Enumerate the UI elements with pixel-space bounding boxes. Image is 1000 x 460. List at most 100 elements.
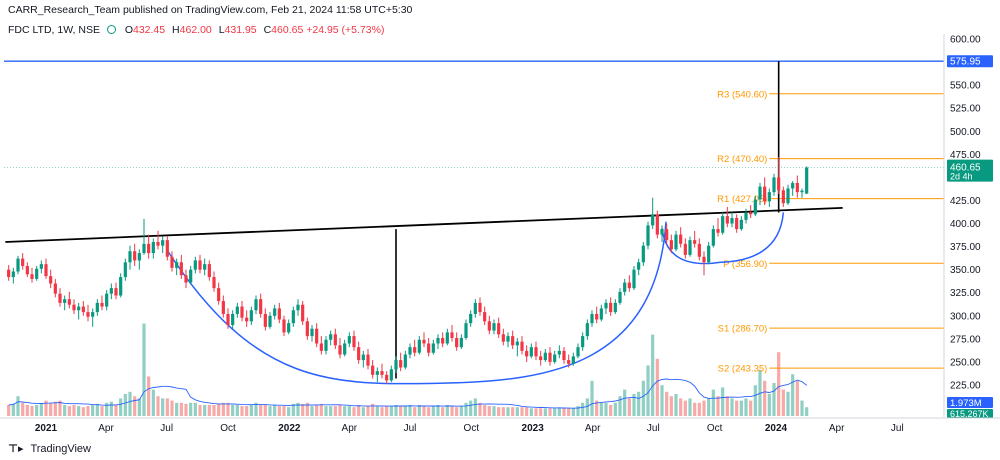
volume-bar xyxy=(114,405,118,416)
volume-bar xyxy=(478,402,482,416)
volume-bar xyxy=(637,391,641,416)
candle-body xyxy=(170,256,174,268)
candle-body xyxy=(91,312,95,317)
candle-body xyxy=(273,308,277,316)
volume-bar xyxy=(184,403,188,416)
candle-body xyxy=(193,260,197,270)
volume-bar xyxy=(539,408,543,416)
volume-bar xyxy=(21,402,25,416)
volume-bar xyxy=(109,401,113,416)
volume-bar xyxy=(693,402,697,416)
candle-body xyxy=(268,315,272,327)
candle-body xyxy=(352,336,356,348)
candle-body xyxy=(282,319,286,333)
candle-body xyxy=(221,301,225,314)
candle-body xyxy=(543,352,547,361)
candle-body xyxy=(343,343,347,355)
volume-bar xyxy=(366,406,370,416)
candle-body xyxy=(436,337,440,344)
volume-bar xyxy=(487,406,491,416)
candle-body xyxy=(539,356,543,361)
candle-body xyxy=(119,277,123,296)
candle-body xyxy=(399,360,403,368)
volume-bar xyxy=(791,374,795,416)
candle-body xyxy=(651,214,655,226)
candle-body xyxy=(67,299,71,305)
volume-bar xyxy=(725,396,729,416)
candle-body xyxy=(189,269,193,283)
volume-bar xyxy=(683,400,687,416)
time-tick-label: 2024 xyxy=(765,423,788,434)
volume-bar xyxy=(287,407,291,416)
candle-body xyxy=(319,343,323,351)
volume-bar xyxy=(203,405,207,416)
volume-bar xyxy=(245,406,249,416)
volume-bar xyxy=(338,405,342,416)
volume-bar xyxy=(44,400,48,416)
volume-bar xyxy=(175,402,179,416)
volume-bar xyxy=(739,400,743,416)
volume-bar xyxy=(431,406,435,416)
candle-body xyxy=(371,365,375,375)
candle-body xyxy=(688,240,692,255)
pivot-label-r3: R3 (540.60) xyxy=(717,89,767,100)
volume-bar xyxy=(119,398,123,416)
volume-bar xyxy=(128,391,132,416)
candle-body xyxy=(329,334,333,340)
volume-bar xyxy=(259,405,263,416)
candle-body xyxy=(375,371,379,375)
candle-body xyxy=(114,288,118,296)
volume-bar xyxy=(534,408,538,416)
volume-bar xyxy=(786,391,790,416)
candle-body xyxy=(730,217,734,224)
volume-bar xyxy=(296,402,300,416)
candle-body xyxy=(595,313,599,320)
volume-bar xyxy=(506,407,510,416)
volume-bar xyxy=(156,396,160,416)
volume-bar xyxy=(562,408,566,416)
last-price-countdown: 2d 4h xyxy=(950,172,973,182)
time-axis[interactable]: 2021 Apr Jul Oct 2022 Apr Jul Oct 2023 Apr Jul Oct 2… xyxy=(0,417,1000,434)
volume-bar xyxy=(767,394,771,416)
volume-bar xyxy=(585,398,589,416)
volume-bar xyxy=(730,398,734,416)
time-tick-label: 2021 xyxy=(35,423,58,434)
volume-bar xyxy=(543,408,547,416)
time-tick-label: Jul xyxy=(404,423,417,434)
volume-bar xyxy=(268,406,272,416)
candle-body xyxy=(333,334,337,346)
pivot-label-r1: R1 (427.05) xyxy=(717,194,767,205)
candle-body xyxy=(235,306,239,314)
candle-body xyxy=(245,317,249,322)
volume-bar xyxy=(702,400,706,416)
time-tick-label: Oct xyxy=(220,423,236,434)
candle-body xyxy=(604,302,608,309)
volume-bar xyxy=(193,402,197,416)
symbol-legend: FDC LTD, 1W, NSE O432.45 H462.00 L431.95… xyxy=(8,24,384,36)
candle-body xyxy=(58,293,62,303)
volume-bar xyxy=(170,400,174,416)
volume-bar xyxy=(464,402,468,416)
candle-body xyxy=(478,302,482,313)
candle-body xyxy=(744,212,748,220)
candle-body xyxy=(123,262,127,278)
volume-bar xyxy=(151,389,155,416)
volume-bar xyxy=(310,406,314,416)
time-tick-label: Oct xyxy=(464,423,480,434)
candle-body xyxy=(469,313,473,324)
volume-bar xyxy=(581,402,585,416)
candle-body xyxy=(198,260,202,270)
volume-bar xyxy=(399,406,403,416)
volume-bar xyxy=(333,406,337,416)
price-axis[interactable]: 600.00575.00550.00525.00500.00475.00450.… xyxy=(943,34,993,419)
candle-body xyxy=(35,268,39,279)
volume-bar xyxy=(343,406,347,416)
price-tick-label: 600.00 xyxy=(950,35,981,46)
candle-body xyxy=(735,217,739,230)
volume-bar xyxy=(53,401,57,416)
volume-bar xyxy=(123,394,127,416)
volume-bar xyxy=(179,402,183,416)
candle-body xyxy=(72,304,76,311)
candle-body xyxy=(277,308,281,320)
